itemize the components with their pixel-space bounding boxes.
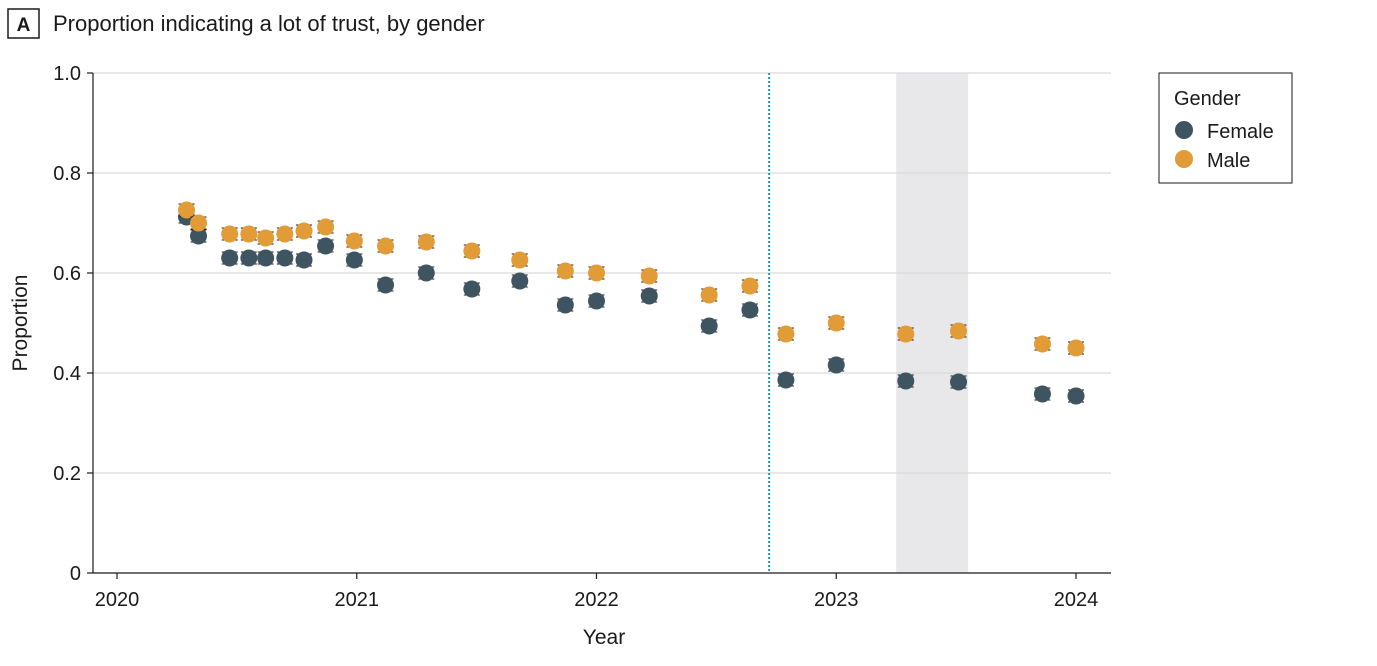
point-female [221, 249, 239, 267]
point-male [588, 264, 605, 282]
point-male [190, 214, 208, 232]
point-male [741, 277, 759, 295]
point-male [511, 251, 529, 269]
point-male [827, 314, 845, 332]
point-female [377, 276, 395, 294]
point-female [897, 372, 915, 390]
point-female [588, 292, 605, 310]
point-female [463, 280, 481, 298]
point-female [240, 249, 258, 267]
y-tick-label: 0.4 [53, 363, 81, 385]
point-female [827, 356, 845, 374]
legend-title: Gender [1174, 88, 1241, 110]
point-male [463, 242, 481, 260]
x-tick-label: 2021 [335, 589, 380, 611]
point-male [897, 325, 915, 343]
point-female [741, 301, 759, 319]
point-female [345, 251, 363, 269]
point-male [240, 225, 258, 243]
point-male [317, 218, 335, 236]
point-male [377, 237, 395, 255]
y-axis-label: Proportion [9, 275, 32, 372]
point-male [221, 225, 239, 243]
point-female [295, 251, 313, 269]
point-female [700, 317, 718, 335]
point-male [178, 201, 196, 219]
point-male [257, 229, 275, 247]
point-female [190, 227, 208, 245]
y-tick-label: 0.8 [53, 163, 81, 185]
point-male [777, 325, 795, 343]
point-male [950, 322, 968, 340]
legend-marker-female [1175, 121, 1193, 139]
point-female [640, 287, 658, 305]
point-female [777, 371, 795, 389]
x-tick-label: 2022 [574, 589, 619, 611]
y-tick-label: 0 [70, 563, 81, 585]
panel-label: A [17, 15, 31, 36]
chart-title: Proportion indicating a lot of trust, by… [53, 11, 485, 36]
point-female [276, 249, 294, 267]
legend-label-female: Female [1207, 121, 1274, 143]
point-male [276, 225, 294, 243]
point-male [345, 232, 363, 250]
y-tick-label: 1.0 [53, 63, 81, 85]
x-axis-label: Year [583, 626, 625, 649]
x-tick-label: 2020 [95, 589, 140, 611]
y-tick-label: 0.2 [53, 463, 81, 485]
point-female [950, 373, 968, 391]
point-male [640, 267, 658, 285]
x-tick-label: 2024 [1054, 589, 1099, 611]
point-female [257, 249, 275, 267]
point-male [1033, 335, 1051, 353]
point-male [295, 222, 313, 240]
point-male [556, 262, 574, 280]
x-tick-label: 2023 [814, 589, 859, 611]
point-male [417, 233, 435, 251]
legend-label-male: Male [1207, 150, 1250, 172]
point-female [556, 296, 574, 314]
point-female [1067, 387, 1085, 405]
point-female [317, 237, 335, 255]
point-male [700, 286, 718, 304]
y-tick-label: 0.6 [53, 263, 81, 285]
point-female [417, 264, 435, 282]
legend-marker-male [1175, 150, 1193, 168]
point-male [1067, 339, 1085, 357]
point-female [511, 272, 529, 290]
point-female [1033, 385, 1051, 403]
panel-label-box [7, 8, 40, 39]
legend: Gender Female Male [1158, 72, 1293, 184]
